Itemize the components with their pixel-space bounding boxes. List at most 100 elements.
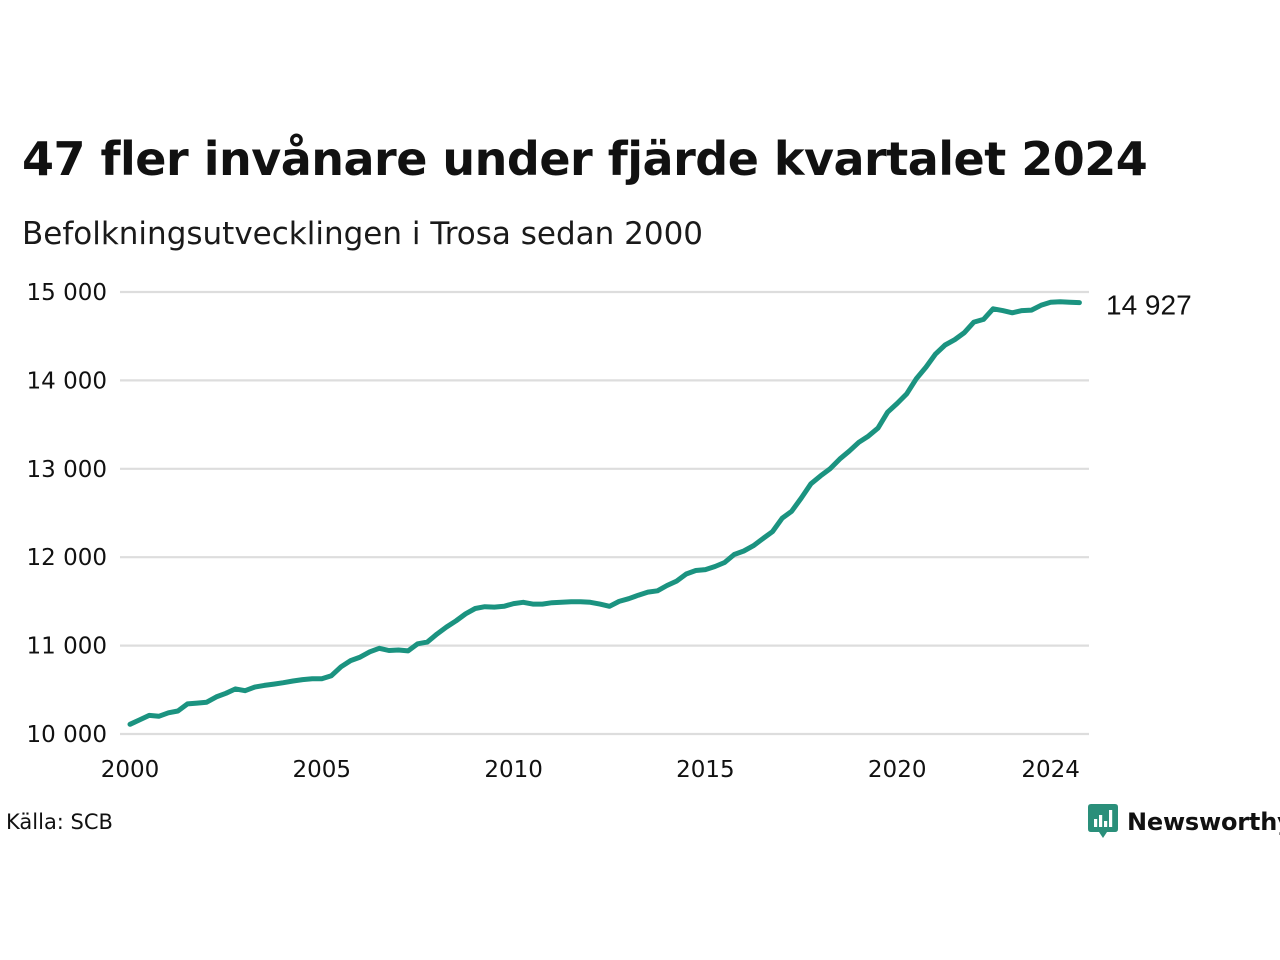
data-point <box>195 701 199 705</box>
data-point <box>454 619 458 623</box>
data-point <box>291 679 295 683</box>
data-point <box>627 597 631 601</box>
data-point <box>608 604 611 608</box>
data-point <box>464 612 468 616</box>
data-point <box>1039 303 1043 307</box>
data-point <box>233 687 237 691</box>
data-point <box>512 602 516 606</box>
data-point <box>502 604 506 608</box>
data-point <box>972 320 976 324</box>
x-tick-label: 2005 <box>293 757 352 783</box>
data-point <box>924 365 928 369</box>
data-point <box>1058 300 1062 304</box>
data-point <box>224 691 228 695</box>
data-point <box>799 496 803 500</box>
x-tick-label: 2000 <box>101 757 160 783</box>
data-point <box>358 655 362 659</box>
data-point <box>991 307 995 311</box>
data-point <box>425 640 429 644</box>
data-point <box>723 561 727 565</box>
y-tick-label: 12 000 <box>27 545 107 571</box>
data-point <box>742 549 746 553</box>
data-point <box>560 600 564 604</box>
data-point <box>186 702 190 706</box>
data-point <box>751 544 755 548</box>
series-layer <box>127 299 1082 727</box>
data-point <box>1020 309 1024 313</box>
data-point <box>838 457 842 461</box>
source-note: Källa: SCB <box>6 810 113 834</box>
data-point <box>262 683 266 687</box>
data-point <box>982 317 986 321</box>
data-point <box>406 649 410 653</box>
data-point <box>694 568 698 572</box>
end-value-label: 14 927 <box>1106 290 1192 321</box>
data-point <box>914 377 918 381</box>
data-point <box>1049 300 1053 304</box>
y-tick-label: 13 000 <box>27 457 107 483</box>
data-point <box>876 426 880 430</box>
x-tick-label: 2024 <box>1021 757 1080 783</box>
data-point <box>339 665 343 669</box>
data-point <box>349 659 353 663</box>
data-point <box>435 632 439 636</box>
brand-name: Newsworthy <box>1127 808 1280 836</box>
line-chart: 10 000 11 000 12 000 13 000 14 000 15 000 200… <box>27 280 1192 783</box>
data-point <box>953 338 957 342</box>
data-point <box>521 600 525 604</box>
data-point <box>1029 308 1033 312</box>
data-point <box>771 530 775 534</box>
data-point <box>962 331 966 335</box>
data-point <box>301 678 305 682</box>
newsworthy-logo-icon <box>1088 804 1118 838</box>
data-point <box>281 681 285 685</box>
data-point <box>1077 301 1081 305</box>
data-point <box>416 642 420 646</box>
data-point <box>329 674 333 678</box>
data-point <box>531 602 535 606</box>
data-point <box>138 718 142 722</box>
data-point <box>272 682 276 686</box>
data-point <box>761 537 765 541</box>
data-point <box>790 509 794 513</box>
data-point <box>1001 309 1005 313</box>
x-tick-label: 2015 <box>676 757 735 783</box>
y-tick-label: 15 000 <box>27 280 107 306</box>
data-point <box>1068 300 1072 304</box>
data-point <box>703 568 707 572</box>
brand-logo: Newsworthy <box>1088 804 1280 840</box>
data-point <box>886 410 890 414</box>
data-point <box>780 516 784 520</box>
data-point <box>713 564 717 568</box>
data-point <box>665 583 669 587</box>
data-point <box>684 572 688 576</box>
data-point <box>540 602 544 606</box>
y-tick-label: 10 000 <box>27 722 107 748</box>
data-point <box>214 695 218 699</box>
data-point <box>310 677 314 681</box>
data-point <box>569 600 573 604</box>
data-point <box>243 689 247 693</box>
x-tick-label: 2020 <box>868 757 927 783</box>
data-point <box>675 579 679 583</box>
data-point <box>444 625 448 629</box>
data-points <box>128 300 1081 726</box>
data-point <box>473 606 477 610</box>
data-point <box>166 711 170 715</box>
data-point <box>377 646 381 650</box>
data-point <box>588 600 592 604</box>
data-point <box>320 677 324 681</box>
data-point <box>943 343 947 347</box>
data-point <box>857 440 861 444</box>
chart-subtitle: Befolkningsutvecklingen i Trosa sedan 20… <box>22 216 704 252</box>
data-point <box>934 352 938 356</box>
y-tick-label: 11 000 <box>27 634 107 660</box>
data-point <box>646 590 650 594</box>
data-point <box>828 467 832 471</box>
data-point <box>847 449 851 453</box>
data-point <box>617 599 621 603</box>
data-point <box>253 685 257 689</box>
x-axis-tick-labels: 2000 2005 2010 2015 2020 2024 <box>101 757 1080 783</box>
data-point <box>157 714 161 718</box>
series-line <box>127 299 1082 727</box>
